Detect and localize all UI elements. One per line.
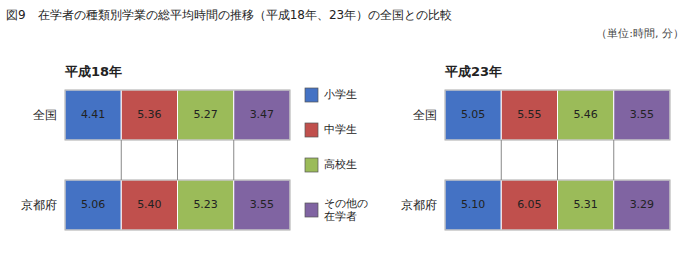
- data-label: 5.55: [517, 108, 542, 121]
- connector: [121, 140, 122, 180]
- connector: [501, 140, 502, 180]
- connector: [233, 140, 234, 180]
- data-label: 5.05: [461, 108, 486, 121]
- legend-swatch: [305, 88, 318, 102]
- panel-title: 平成18年: [64, 64, 122, 79]
- legend: 小学生中学生高校生その他の在学者: [305, 88, 368, 223]
- data-label: 5.10: [461, 198, 486, 211]
- bar-segment: [445, 180, 501, 230]
- bar-segment: [65, 90, 121, 140]
- data-label: 5.27: [193, 108, 218, 121]
- bar-border: [65, 90, 290, 140]
- data-label: 3.47: [250, 108, 275, 121]
- data-label: 6.05: [517, 198, 542, 211]
- legend-swatch: [305, 123, 318, 137]
- title: 図9 在学者の種類別学業の総平均時間の推移（平成18年、23年）の全国との比較: [6, 8, 452, 22]
- legend-swatch: [305, 203, 318, 217]
- data-label: 5.31: [573, 198, 598, 211]
- connector: [557, 140, 558, 180]
- bar-segment: [121, 180, 177, 230]
- bar-segment: [234, 180, 290, 230]
- data-label: 4.41: [81, 108, 106, 121]
- bar-segment: [445, 90, 501, 140]
- connector: [177, 140, 178, 180]
- row-label: 全国: [413, 108, 437, 122]
- chart: 図9 在学者の種類別学業の総平均時間の推移（平成18年、23年）の全国との比較 （…: [0, 0, 690, 277]
- legend-label: 中学生: [324, 123, 357, 136]
- data-label: 5.40: [137, 198, 162, 211]
- bar-border: [445, 90, 670, 140]
- bar-segment: [178, 180, 234, 230]
- bar-border: [445, 180, 670, 230]
- bar-segment: [558, 90, 614, 140]
- panel: 平成18年全国京都府 4.41 5.36 5.27 3.47 5.06 5.40 5.23 3.…: [21, 64, 290, 231]
- data-label: 3.55: [250, 198, 275, 211]
- data-label: 3.29: [630, 198, 655, 211]
- bar-segment: [614, 180, 670, 230]
- bar-segment: [65, 180, 121, 230]
- data-label: 3.55: [630, 108, 655, 121]
- bar-segment: [558, 180, 614, 230]
- row-label: 京都府: [401, 198, 437, 212]
- row-label: 全国: [33, 108, 57, 122]
- data-label: 5.06: [81, 198, 106, 211]
- connector: [613, 140, 614, 180]
- bar-segment: [501, 90, 557, 140]
- bar-segment: [178, 90, 234, 140]
- legend-label: 高校生: [324, 158, 357, 171]
- bar-border: [65, 180, 290, 230]
- panel-title: 平成23年: [444, 64, 502, 79]
- bar-segment: [614, 90, 670, 140]
- legend-label: 小学生: [324, 88, 357, 101]
- panel: 平成23年全国京都府 5.05 5.55 5.46 3.55 5.10 6.05 5.31 3.…: [401, 64, 670, 231]
- data-label: 5.36: [137, 108, 162, 121]
- bar-segment: [121, 90, 177, 140]
- data-label: 5.23: [193, 198, 218, 211]
- bar-segment: [501, 180, 557, 230]
- bar-segment: [234, 90, 290, 140]
- legend-label: その他の在学者: [324, 197, 368, 223]
- legend-swatch: [305, 158, 318, 172]
- row-label: 京都府: [21, 198, 57, 212]
- subtitle: （単位:時間, 分）: [596, 27, 684, 40]
- data-label: 5.46: [573, 108, 598, 121]
